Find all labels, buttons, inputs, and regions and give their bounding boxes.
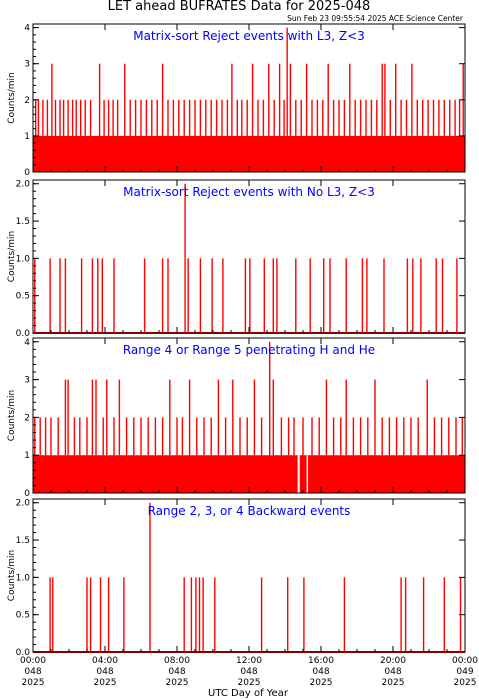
- x-tick-doy: 048: [168, 667, 185, 677]
- panel-title: Matrix-sort Reject events with L3, Z<3: [133, 29, 365, 43]
- panel-4: 0.0 0.5 1.0 1.5 2.0 Counts/min Range 2, 3, or …: [7, 498, 466, 658]
- data-gap: [306, 455, 309, 493]
- x-tick-doy: 048: [240, 667, 257, 677]
- plot-area: [33, 499, 465, 652]
- y-tick-label: 0: [24, 489, 30, 499]
- timestamp-stamp: Sun Feb 23 09:55:54 2025 ACE Science Cen…: [287, 14, 464, 23]
- y-tick-label: 2.0: [16, 499, 31, 509]
- x-tick-year: 2025: [454, 678, 477, 688]
- y-tick-label: 0.5: [16, 292, 30, 302]
- panel-stack: 0 1 2 3 4 Counts/min Matrix-sort Reject events…: [7, 23, 466, 658]
- x-axis-label: UTC Day of Year: [208, 688, 289, 699]
- y-tick-label: 0.5: [16, 611, 30, 621]
- y-tick-label: 2: [24, 96, 30, 106]
- panel-title: Matrix-sort Reject events with No L3, Z<…: [123, 185, 375, 199]
- baseline-band: [33, 455, 465, 493]
- x-tick-time: 08:00: [164, 656, 190, 666]
- y-tick-label: 0: [24, 168, 30, 178]
- y-tick-label: 1.5: [16, 536, 30, 546]
- x-tick-year: 2025: [166, 678, 189, 688]
- x-tick-doy: 048: [24, 667, 41, 677]
- panel-title: Range 2, 3, or 4 Backward events: [148, 504, 351, 518]
- x-tick-time: 12:00: [236, 656, 262, 666]
- x-tick-year: 2025: [382, 678, 405, 688]
- x-tick-year: 2025: [22, 678, 45, 688]
- y-tick-label: 4: [24, 338, 30, 348]
- y-tick-label: 1: [24, 132, 30, 142]
- y-axis-label: Counts/min: [7, 72, 17, 123]
- y-axis-label: Counts/min: [7, 390, 17, 441]
- data-gap: [297, 455, 300, 493]
- panel-2: 0.0 0.5 1.0 1.5 2.0 Counts/min Matrix-sort Rej…: [7, 179, 466, 339]
- y-tick-label: 3: [24, 60, 30, 70]
- y-tick-label: 2.0: [16, 180, 31, 190]
- panel-1: 0 1 2 3 4 Counts/min Matrix-sort Reject events…: [7, 23, 466, 178]
- x-tick-doy: 048: [384, 667, 401, 677]
- x-tick-year: 2025: [310, 678, 333, 688]
- baseline-band: [33, 135, 465, 172]
- x-tick-time: 00:00: [20, 656, 46, 666]
- x-tick-doy: 049: [456, 667, 473, 677]
- y-tick-label: 2: [24, 413, 30, 423]
- figure-title: LET ahead BUFRATES Data for 2025-048: [108, 0, 371, 14]
- x-tick-doy: 048: [96, 667, 113, 677]
- x-tick-time: 20:00: [380, 656, 406, 666]
- y-axis-label: Counts/min: [7, 550, 17, 601]
- x-tick-time: 04:00: [92, 656, 118, 666]
- y-tick-label: 1.0: [16, 573, 31, 583]
- y-axis-label: Counts/min: [7, 231, 17, 282]
- y-tick-label: 1.5: [16, 217, 30, 227]
- panel-title: Range 4 or Range 5 penetrating H and He: [123, 343, 375, 357]
- x-tick-year: 2025: [238, 678, 261, 688]
- y-tick-label: 1: [24, 451, 30, 461]
- plot-area: [33, 180, 465, 333]
- y-tick-label: 0.0: [16, 648, 31, 658]
- panel-3: 0 1 2 3 4 Counts/min Range 4 or Range 5 penetr…: [7, 337, 466, 499]
- x-tick-time: 16:00: [308, 656, 334, 666]
- x-tick-year: 2025: [94, 678, 117, 688]
- x-axis: 00:00048202504:00048202508:00048202512:0…: [20, 656, 478, 688]
- y-tick-label: 3: [24, 376, 30, 386]
- y-tick-label: 0.0: [16, 329, 31, 339]
- y-tick-label: 4: [24, 24, 30, 34]
- y-tick-label: 1.0: [16, 254, 31, 264]
- x-tick-doy: 048: [312, 667, 329, 677]
- x-tick-time: 00:00: [452, 656, 478, 666]
